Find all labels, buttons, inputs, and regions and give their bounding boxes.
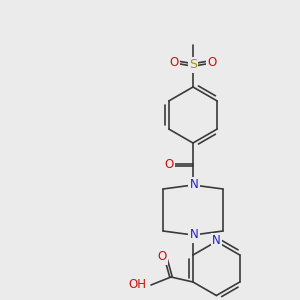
Text: O: O bbox=[164, 158, 174, 172]
Text: O: O bbox=[169, 56, 178, 68]
Text: O: O bbox=[158, 250, 166, 263]
Text: N: N bbox=[190, 178, 198, 191]
Text: N: N bbox=[212, 234, 221, 247]
Text: S: S bbox=[189, 58, 197, 71]
Text: O: O bbox=[207, 56, 217, 68]
Text: N: N bbox=[190, 229, 198, 242]
Text: OH: OH bbox=[128, 278, 146, 292]
